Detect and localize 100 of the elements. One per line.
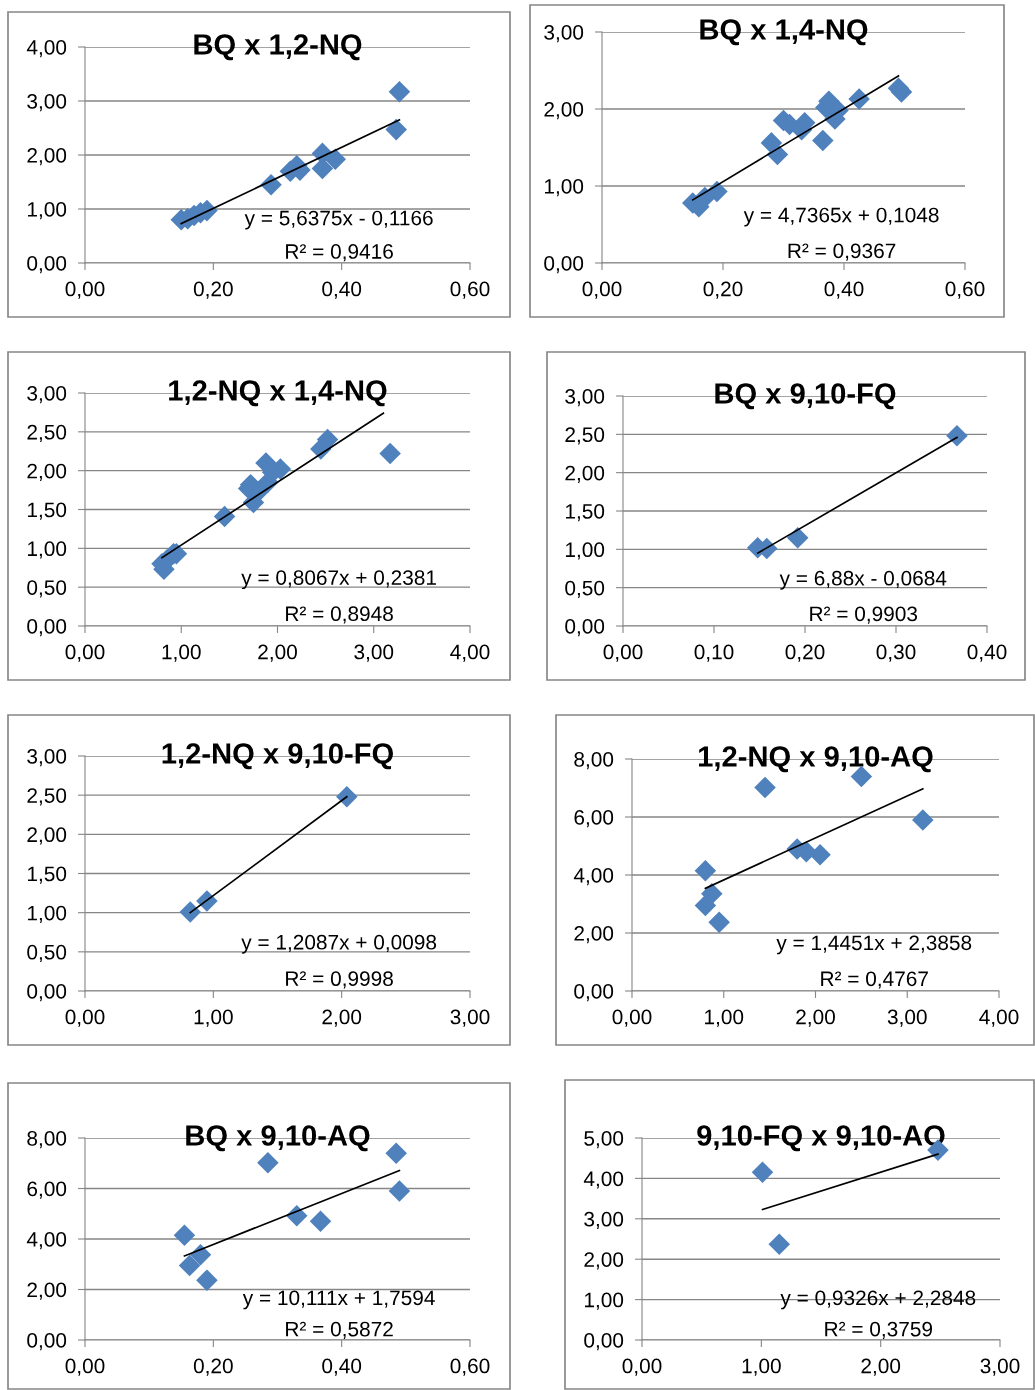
x-tick-label: 0,60 [945, 281, 985, 299]
y-tick-label: 2,00 [27, 463, 67, 481]
annotation: R² = 0,4767 [821, 971, 928, 989]
annotation: y = 10,111x + 1,7594 [242, 1290, 435, 1310]
y-tick-label: 0,00 [584, 1333, 624, 1351]
y-tick-label: 1,00 [27, 541, 67, 559]
x-tick-label: 3,00 [354, 644, 394, 662]
x-tick-label: 3,00 [450, 1009, 490, 1027]
y-tick-label: 0,00 [27, 619, 67, 637]
y-tick-label: 2,50 [27, 788, 67, 806]
y-tick-label: 5,00 [584, 1131, 624, 1149]
y-tick-label: 1,00 [544, 179, 584, 197]
x-tick-label: 0,00 [603, 644, 643, 662]
x-tick-label: 0,20 [193, 1358, 233, 1376]
x-tick-label: 0,40 [322, 281, 362, 299]
annotation: R² = 0,9903 [810, 606, 918, 624]
y-tick-label: 1,00 [27, 905, 67, 923]
y-tick-label: 0,00 [27, 984, 67, 1002]
y-tick-label: 2,00 [584, 1252, 624, 1270]
y-tick-label: 2,50 [565, 427, 605, 445]
y-tick-label: 4,00 [573, 868, 614, 886]
y-tick-label: 4,00 [26, 40, 67, 58]
y-tick-label: 2,00 [27, 827, 67, 845]
x-tick-label: 0,00 [65, 281, 105, 299]
x-tick-label: 0,30 [876, 644, 916, 662]
y-tick-label: 4,00 [583, 1171, 624, 1189]
y-tick-label: 6,00 [574, 810, 614, 828]
y-tick-label: 3,00 [27, 94, 67, 112]
annotation: R² = 0,9998 [286, 971, 393, 989]
y-tick-label: 1,50 [565, 504, 605, 522]
annotation: R² = 0,9416 [286, 244, 393, 262]
annotation: y = 5,6375x - 0,1166 [244, 210, 433, 230]
x-tick-label: 0,60 [450, 1358, 490, 1376]
x-tick-label: 0,40 [322, 1358, 362, 1376]
y-tick-label: 3,00 [27, 749, 67, 767]
y-tick-label: 3,00 [27, 386, 67, 404]
x-tick-label: 0,40 [824, 281, 864, 299]
annotation: y = 1,4451x + 2,3858 [776, 935, 972, 955]
x-tick-label: 0,40 [967, 644, 1007, 662]
annotation: y = 4,7365x + 0,1048 [743, 207, 939, 227]
x-tick-label: 0,00 [622, 1358, 662, 1376]
x-tick-label: 0,10 [694, 644, 734, 662]
y-tick-label: 3,00 [544, 25, 584, 43]
x-tick-label: 0,00 [65, 644, 105, 662]
y-tick-label: 1,00 [27, 202, 67, 220]
annotation: y = 0,9326x + 2,2848 [780, 1290, 976, 1310]
y-tick-label: 1,00 [565, 542, 605, 560]
y-tick-label: 1,50 [27, 502, 67, 520]
y-tick-label: 0,00 [27, 256, 67, 274]
chart-title: 1,2-NQ x 1,4-NQ [169, 380, 387, 407]
x-tick-label: 1,00 [162, 644, 201, 662]
chart-title: 1,2-NQ x 9,10-FQ [162, 743, 393, 770]
y-tick-label: 0,50 [27, 944, 67, 963]
y-tick-label: 2,00 [574, 926, 614, 944]
y-tick-label: 0,00 [544, 256, 584, 274]
x-tick-label: 0,20 [703, 281, 743, 299]
y-tick-label: 0,50 [565, 580, 605, 598]
y-tick-label: 3,00 [565, 389, 605, 407]
y-tick-label: 3,00 [584, 1211, 624, 1230]
y-tick-label: 0,00 [574, 984, 614, 1002]
x-tick-label: 3,00 [887, 1009, 927, 1027]
annotation: y = 6,88x - 0,0684 [779, 570, 947, 590]
annotation: R² = 0,8948 [286, 606, 393, 624]
y-tick-label: 2,00 [565, 465, 605, 483]
x-tick-label: 2,00 [322, 1009, 362, 1027]
x-tick-label: 2,00 [796, 1009, 835, 1027]
annotation: R² = 0,9367 [788, 243, 896, 261]
y-tick-label: 8,00 [574, 752, 614, 770]
chart-title: BQ x 9,10-FQ [715, 383, 896, 410]
x-tick-label: 1,00 [194, 1009, 233, 1027]
y-tick-label: 8,00 [27, 1131, 67, 1149]
x-tick-label: 0,60 [450, 281, 490, 299]
y-tick-label: 2,00 [27, 148, 67, 166]
x-tick-label: 1,00 [742, 1358, 781, 1376]
x-tick-label: 4,00 [450, 644, 490, 662]
chart-title: BQ x 9,10-AQ [186, 1125, 370, 1152]
chart-title: 1,2-NQ x 9,10-AQ [699, 746, 933, 773]
x-tick-label: 0,00 [612, 1009, 652, 1027]
y-tick-label: 0,00 [565, 619, 605, 637]
y-tick-label: 6,00 [27, 1181, 67, 1199]
x-tick-label: 1,00 [705, 1009, 744, 1027]
y-tick-label: 0,50 [27, 580, 67, 598]
y-tick-label: 1,50 [27, 866, 67, 884]
annotation: y = 0,8067x + 0,2381 [241, 570, 436, 590]
x-tick-label: 2,00 [258, 644, 297, 662]
y-tick-label: 4,00 [26, 1232, 67, 1250]
x-tick-label: 3,00 [980, 1358, 1020, 1376]
x-tick-label: 0,00 [65, 1009, 105, 1027]
y-tick-label: 0,00 [27, 1333, 67, 1351]
chart-title: BQ x 1,2-NQ [194, 34, 362, 61]
annotation: R² = 0,3759 [825, 1321, 933, 1339]
y-tick-label: 2,00 [544, 102, 584, 120]
chart-title: BQ x 1,4-NQ [700, 19, 868, 46]
y-tick-label: 2,50 [27, 424, 67, 443]
y-tick-label: 2,00 [27, 1282, 67, 1300]
x-tick-label: 0,20 [193, 281, 233, 299]
annotation: y = 1,2087x + 0,0098 [241, 934, 437, 954]
x-tick-label: 2,00 [861, 1358, 901, 1376]
x-tick-label: 0,20 [785, 644, 825, 662]
x-tick-label: 0,00 [65, 1358, 105, 1376]
